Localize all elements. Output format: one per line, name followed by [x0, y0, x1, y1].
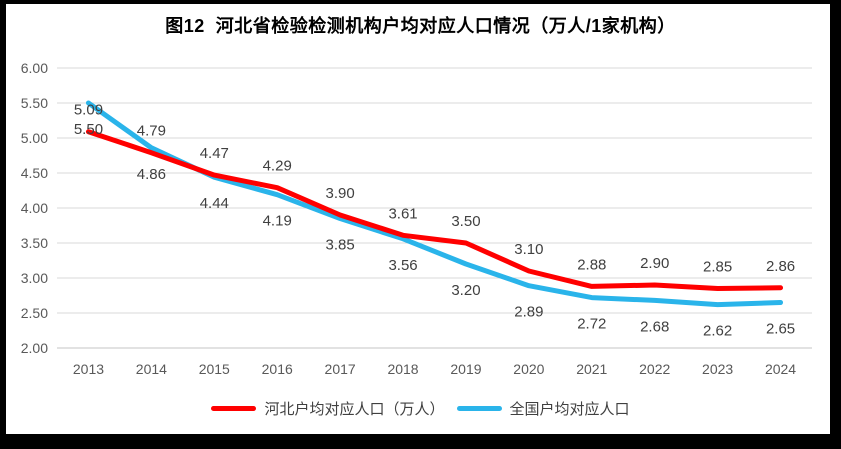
data-label-hebei: 2.90 [640, 255, 669, 272]
x-axis-tick-label: 2016 [262, 361, 293, 377]
data-label-hebei: 3.50 [451, 213, 480, 230]
chart-title: 图12 河北省检验检测机构户均对应人口情况（万人/1家机构） [165, 16, 676, 36]
x-axis-tick-label: 2017 [325, 361, 356, 377]
y-axis-tick-label: 2.50 [21, 305, 48, 321]
hebei-series-swatch [211, 405, 257, 411]
x-axis-tick-label: 2022 [639, 361, 670, 377]
y-axis-tick-label: 4.00 [21, 200, 48, 216]
legend: 河北户均对应人口（万人） 全国户均对应人口 [0, 398, 841, 418]
data-label-national: 2.68 [640, 318, 669, 335]
data-label-national: 2.62 [703, 323, 732, 340]
x-axis-tick-label: 2024 [765, 361, 796, 377]
data-label-hebei: 3.90 [326, 185, 355, 202]
x-axis-tick-label: 2023 [702, 361, 733, 377]
data-label-hebei: 3.61 [388, 205, 417, 222]
data-label-national: 5.50 [74, 121, 103, 138]
legend-item-hebei: 河北户均对应人口（万人） [211, 398, 445, 419]
data-label-national: 3.56 [388, 257, 417, 274]
series-line-hebei [85, 129, 784, 291]
data-label-hebei: 2.86 [766, 258, 795, 275]
y-axis-tick-label: 5.00 [21, 130, 48, 146]
data-label-national: 3.20 [451, 282, 480, 299]
data-label-national: 4.86 [137, 166, 166, 183]
x-axis-tick-label: 2015 [199, 361, 230, 377]
y-axis-tick-label: 5.50 [21, 95, 48, 111]
series-line-national [85, 100, 784, 308]
y-axis-tick-label: 3.50 [21, 235, 48, 251]
data-label-national: 2.72 [577, 316, 606, 333]
x-axis-tick-label: 2018 [387, 361, 418, 377]
data-label-hebei: 2.85 [703, 259, 732, 276]
y-axis-tick-label: 6.00 [21, 60, 48, 76]
data-label-national: 4.19 [263, 213, 292, 230]
y-axis-tick-label: 4.50 [21, 165, 48, 181]
national-series-swatch [456, 405, 502, 411]
legend-label-hebei: 河北户均对应人口（万人） [264, 400, 445, 418]
data-label-national: 3.85 [326, 237, 355, 254]
x-axis-tick-label: 2013 [73, 361, 104, 377]
x-axis-tick-label: 2020 [513, 361, 544, 377]
y-axis-tick-label: 3.00 [21, 270, 48, 286]
data-label-hebei: 3.10 [514, 241, 543, 258]
x-axis-tick-label: 2019 [450, 361, 481, 377]
data-label-hebei: 4.47 [200, 145, 229, 162]
data-label-hebei: 4.29 [263, 158, 292, 175]
data-label-national: 2.65 [766, 321, 795, 338]
x-axis-tick-label: 2021 [576, 361, 607, 377]
data-label-national: 4.44 [200, 195, 229, 212]
data-label-national: 2.89 [514, 304, 543, 321]
legend-item-national: 全国户均对应人口 [456, 398, 630, 419]
data-label-hebei: 5.09 [74, 102, 103, 119]
x-axis-tick-label: 2014 [136, 361, 167, 377]
data-label-hebei: 2.88 [577, 256, 606, 273]
y-axis-tick-label: 2.00 [21, 340, 48, 356]
data-label-hebei: 4.79 [137, 123, 166, 140]
legend-label-national: 全国户均对应人口 [509, 400, 630, 418]
